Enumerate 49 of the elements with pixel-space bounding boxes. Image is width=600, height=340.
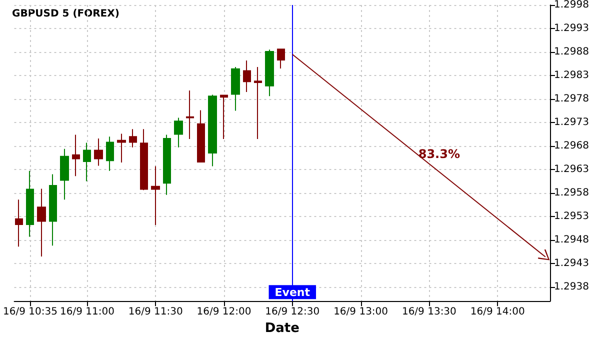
- candlestick: [220, 94, 228, 140]
- x-tick-label: 16/9 10:35: [3, 306, 58, 318]
- candlestick: [163, 134, 171, 196]
- candlestick: [26, 170, 34, 238]
- x-tick-label: 16/9 11:00: [60, 306, 114, 318]
- y-tick-label: 1.2953: [554, 211, 589, 222]
- candlestick: [254, 66, 262, 140]
- candlestick: [243, 60, 251, 92]
- y-tick-label: 1.2958: [554, 188, 589, 198]
- y-tick-label: 1.2988: [554, 46, 589, 58]
- x-tick-label: 16/9 13:30: [402, 306, 456, 318]
- y-tick-label: 1.2968: [554, 140, 589, 152]
- candlestick: [174, 117, 183, 148]
- y-tick-label: 1.2943: [554, 258, 589, 269]
- candlestick: [106, 136, 114, 172]
- candlestick: [208, 94, 217, 167]
- candlestick: [15, 199, 23, 248]
- candlestick: [151, 166, 160, 226]
- y-tick-label: 1.2998: [554, 0, 589, 10]
- x-tick-label: 16/9 12:00: [196, 306, 252, 318]
- candlestick: [265, 49, 274, 97]
- candlestick: [197, 110, 205, 163]
- y-tick-label: 1.2993: [554, 23, 589, 34]
- candlestick: [231, 66, 240, 112]
- candlestick: [129, 128, 137, 148]
- x-tick-label: 16/9 13:00: [334, 306, 388, 318]
- ref-line-label: Event: [274, 286, 310, 300]
- candlestick: [72, 134, 80, 177]
- x-axis-title: Date: [264, 321, 300, 336]
- x-tick-label: 16/9 12:30: [265, 306, 320, 318]
- candlestick: [83, 142, 91, 182]
- candlestick: [94, 138, 103, 166]
- annotation: 83.3%: [418, 146, 460, 161]
- y-tick-label: 1.2963: [554, 164, 589, 175]
- candlestick: [37, 188, 46, 257]
- candlestick: [186, 90, 194, 140]
- candlestick: [49, 174, 57, 246]
- x-tick-label: 16/9 11:30: [128, 306, 183, 318]
- chart-title: GBPUSD 5 (FOREX): [12, 8, 120, 20]
- y-tick-label: 1.2948: [554, 234, 589, 246]
- y-tick-label: 1.2938: [554, 282, 589, 292]
- y-tick-label: 1.2983: [554, 70, 589, 81]
- x-tick-label: 16/9 14:00: [470, 306, 525, 318]
- candlestick: [277, 48, 285, 69]
- candlestick: [140, 128, 148, 191]
- y-tick-label: 1.2973: [554, 117, 589, 128]
- candlestick: [60, 148, 69, 200]
- candlestick: [117, 133, 126, 163]
- y-tick-label: 1.2978: [554, 94, 589, 104]
